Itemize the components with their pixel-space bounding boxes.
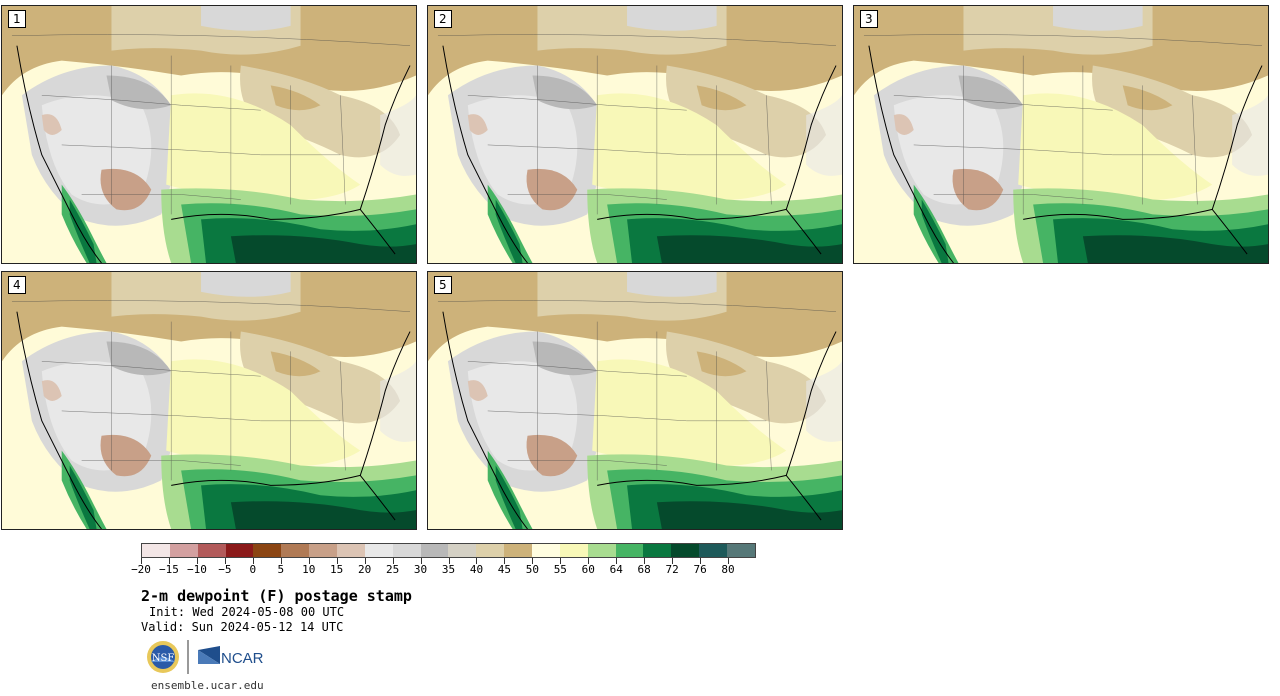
- colorbar-tick-label: 15: [330, 563, 344, 576]
- colorbar-tick: [504, 558, 506, 564]
- colorbar-segment: [476, 544, 505, 557]
- colorbar-tick-label: −15: [159, 563, 179, 576]
- colorbar-tick: [308, 558, 310, 564]
- colorbar-tick-label: 40: [469, 563, 484, 576]
- colorbar-segment: [253, 544, 282, 557]
- valid-time: Valid: Sun 2024-05-12 14 UTC: [141, 620, 344, 634]
- dewpoint-colorbar: [141, 543, 756, 558]
- colorbar-segment: [643, 544, 672, 557]
- colorbar-tick: [476, 558, 478, 564]
- colorbar-tick-label: 45: [497, 563, 512, 576]
- colorbar-segment: [392, 544, 421, 557]
- colorbar-segment: [420, 544, 449, 557]
- dewpoint-map: [2, 272, 416, 529]
- colorbar-tick-label: −10: [186, 563, 207, 576]
- colorbar-segment: [532, 544, 560, 557]
- colorbar-segment: [364, 544, 393, 557]
- ncar-logo-icon: NCAR: [198, 646, 264, 667]
- colorbar-tick-label: 10: [302, 563, 316, 576]
- colorbar-tick-label: −5: [218, 563, 232, 576]
- colorbar-tick: [280, 558, 282, 564]
- nsf-logo-icon: NSF: [147, 641, 179, 673]
- colorbar-tick-label: 64: [609, 563, 623, 576]
- member-number-label: 2: [434, 10, 452, 28]
- colorbar-tick: [168, 558, 170, 564]
- colorbar-ticks: [141, 558, 756, 566]
- colorbar-tick-label: 68: [637, 563, 651, 576]
- colorbar-segment: [587, 544, 616, 557]
- colorbar-tick-label: 55: [553, 563, 567, 576]
- colorbar-segment: [281, 544, 310, 557]
- colorbar-segment: [142, 544, 170, 557]
- colorbar-tick: [336, 558, 338, 564]
- member-number-label: 1: [8, 10, 26, 28]
- ensemble-member-map-3: 3: [853, 5, 1269, 264]
- colorbar-tick: [644, 558, 646, 564]
- dewpoint-map: [428, 272, 842, 529]
- colorbar-segment: [197, 544, 226, 557]
- footer-url: ensemble.ucar.edu: [151, 679, 264, 692]
- colorbar-tick-label: 80: [721, 563, 735, 576]
- colorbar-segment: [559, 544, 588, 557]
- colorbar-tick: [588, 558, 590, 564]
- colorbar-segment: [504, 544, 533, 557]
- colorbar-segment: [225, 544, 254, 557]
- colorbar-segment: [448, 544, 477, 557]
- colorbar-tick: [364, 558, 366, 564]
- colorbar-tick: [700, 558, 702, 564]
- colorbar-tick-label: 50: [525, 563, 539, 576]
- colorbar-tick-label: 76: [693, 563, 707, 576]
- colorbar-tick-label: 35: [441, 563, 456, 576]
- colorbar-tick: [532, 558, 534, 564]
- colorbar-tick: [141, 558, 142, 564]
- colorbar-tick-label: 25: [385, 563, 400, 576]
- colorbar-tick-label: 30: [413, 563, 428, 576]
- colorbar-tick-label: −20: [131, 563, 151, 576]
- colorbar-segment: [615, 544, 644, 557]
- colorbar-tick: [616, 558, 618, 564]
- member-number-label: 3: [860, 10, 878, 28]
- colorbar-segment: [169, 544, 198, 557]
- ensemble-member-map-4: 4: [1, 271, 417, 530]
- colorbar-segment: [309, 544, 338, 557]
- colorbar-tick: [392, 558, 394, 564]
- init-time: Init: Wed 2024-05-08 00 UTC: [149, 605, 345, 619]
- colorbar-segment: [337, 544, 365, 557]
- colorbar-tick: [420, 558, 422, 564]
- ensemble-member-map-2: 2: [427, 5, 843, 264]
- colorbar-tick: [224, 558, 226, 564]
- colorbar-tick: [560, 558, 562, 564]
- colorbar-tick: [252, 558, 254, 564]
- dewpoint-map: [854, 6, 1268, 263]
- colorbar-tick-label: 5: [277, 563, 285, 576]
- colorbar-tick-label: 60: [581, 563, 595, 576]
- dewpoint-map: [428, 6, 842, 263]
- dewpoint-map: [2, 6, 416, 263]
- colorbar-tick-label: 72: [665, 563, 679, 576]
- svg-text:NCAR: NCAR: [221, 650, 264, 667]
- colorbar-segment: [727, 544, 755, 557]
- colorbar-tick: [672, 558, 674, 564]
- colorbar-segment: [671, 544, 700, 557]
- colorbar-tick-labels: −20 −15 −10 −5 0 5 10 15 20 25 30 35 40 45 50 55 60 64 68 7…: [131, 563, 756, 577]
- ensemble-member-map-5: 5: [427, 271, 843, 530]
- sponsor-logos: NSF NCAR: [145, 638, 275, 676]
- colorbar-tick: [728, 558, 730, 564]
- colorbar-tick: [196, 558, 198, 564]
- svg-text:NSF: NSF: [152, 653, 175, 664]
- colorbar-tick-label: 0: [249, 563, 257, 576]
- colorbar-tick: [448, 558, 450, 564]
- colorbar-segment: [699, 544, 728, 557]
- member-number-label: 4: [8, 276, 26, 294]
- ensemble-member-map-1: 1: [1, 5, 417, 264]
- colorbar-tick-label: 20: [358, 563, 372, 576]
- chart-title: 2-m dewpoint (F) postage stamp: [141, 587, 412, 605]
- member-number-label: 5: [434, 276, 452, 294]
